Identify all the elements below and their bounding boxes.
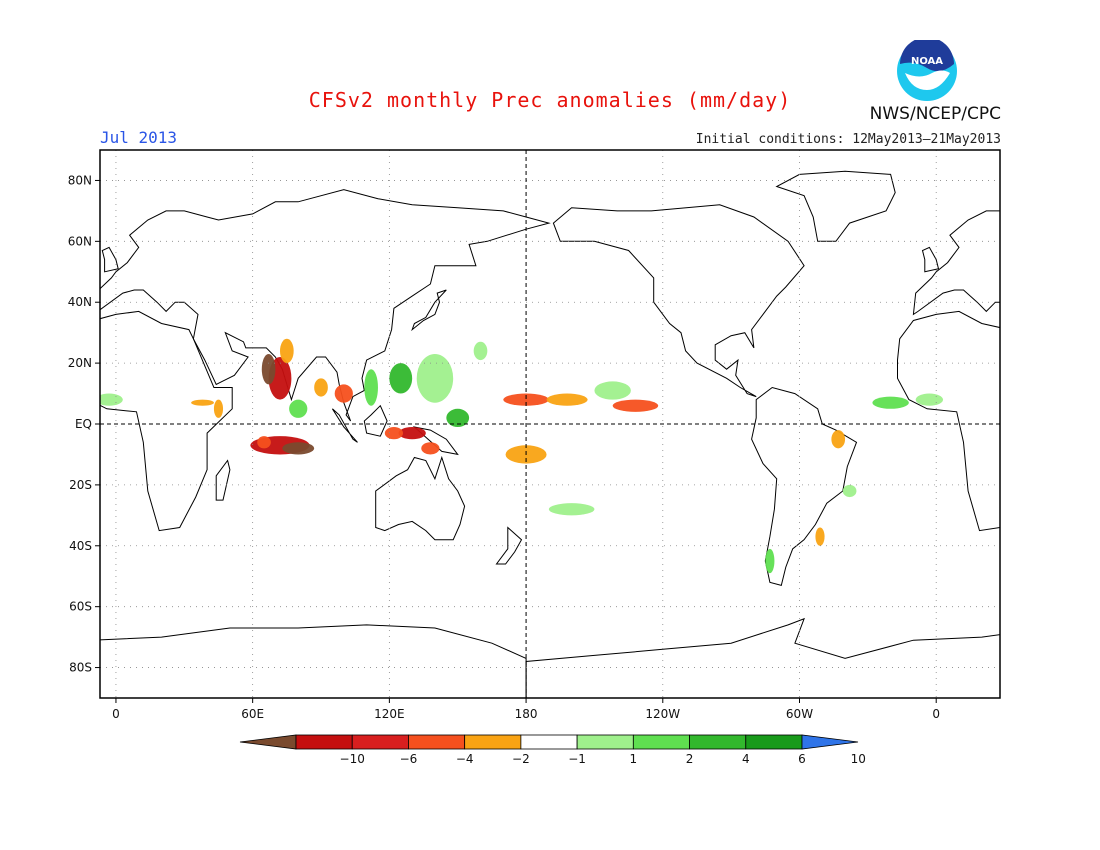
- colorbar-label: 2: [686, 752, 694, 766]
- lon-tick-label: 0: [112, 707, 120, 721]
- lat-tick-label: 20N: [68, 356, 92, 370]
- lon-tick-label: 120W: [645, 707, 680, 721]
- anomaly-region: [831, 430, 846, 449]
- anomaly-region: [503, 393, 549, 406]
- continent-north-america: [552, 204, 805, 398]
- anomaly-region: [100, 393, 123, 406]
- anomaly-region: [364, 369, 378, 406]
- colorbar-swatch: [295, 734, 353, 750]
- anomaly-region: [257, 436, 271, 449]
- continent-madagascar: [1037, 461, 1051, 501]
- continent-sumatra: [331, 408, 358, 443]
- continent-antarctica: [100, 624, 527, 698]
- lat-tick-label: 40N: [68, 295, 92, 309]
- lon-tick-label: 60E: [241, 707, 264, 721]
- colorbar-label: 6: [798, 752, 806, 766]
- anomaly-region: [416, 353, 454, 403]
- lon-tick-label: 0: [932, 707, 940, 721]
- continent-new-guinea: [412, 426, 459, 456]
- continent-madagascar: [215, 459, 231, 501]
- initial-conditions: Initial conditions: 12May2013–21May2013: [695, 132, 1001, 147]
- continent-australia: [375, 455, 466, 541]
- anomaly-region: [594, 381, 631, 400]
- continent-uk: [101, 246, 119, 273]
- anomaly-region: [398, 427, 426, 440]
- continent-south-america: [0, 388, 36, 586]
- colorbar-label: 4: [742, 752, 750, 766]
- lat-tick-label: EQ: [75, 417, 92, 431]
- colorbar-swatch: [520, 734, 578, 750]
- colorbar-label: 10: [851, 752, 866, 766]
- colorbar-label: −1: [568, 752, 586, 766]
- colorbar-label: −4: [456, 752, 474, 766]
- anomaly-region: [280, 338, 294, 364]
- colorbar-label: −10: [340, 752, 365, 766]
- anomaly-region: [191, 399, 214, 406]
- anomaly-region: [261, 353, 276, 385]
- anomaly-region: [384, 427, 404, 440]
- anomaly-region: [872, 396, 909, 409]
- colorbar-swatch: [745, 734, 803, 750]
- colorbar-swatch: [464, 734, 522, 750]
- continent-uk: [921, 246, 940, 273]
- anomaly-region: [421, 442, 440, 455]
- lon-tick-label: 60W: [786, 707, 813, 721]
- anomaly-region: [289, 399, 308, 418]
- lon-tick-label: 120E: [374, 707, 405, 721]
- colorbar-swatch: [576, 734, 634, 750]
- lat-tick-label: 80N: [68, 173, 92, 187]
- lat-tick-label: 80S: [69, 661, 92, 675]
- colorbar-label: 1: [630, 752, 638, 766]
- anomaly-region: [1034, 400, 1043, 418]
- forecast-month: Jul 2013: [100, 128, 178, 147]
- anomaly-region: [1011, 400, 1034, 406]
- anomaly-region: [334, 384, 353, 403]
- continent-new-zealand: [495, 526, 523, 565]
- anomaly-region: [815, 527, 825, 546]
- anomaly-region: [213, 399, 224, 418]
- anomaly-region: [548, 503, 595, 516]
- anomaly-region: [473, 341, 488, 361]
- colorbar-swatch: [408, 734, 466, 750]
- anomaly-region: [446, 408, 470, 428]
- colorbar-low-arrow: [239, 734, 297, 750]
- anomaly-region: [282, 442, 315, 455]
- anomaly-region: [314, 378, 328, 397]
- colorbar-label: −6: [400, 752, 418, 766]
- anomaly-region: [842, 484, 857, 498]
- anomaly-region: [612, 399, 659, 412]
- organization-label: NWS/NCEP/CPC: [869, 104, 1001, 124]
- continent-south-america: [751, 386, 858, 587]
- continent-africa: [100, 310, 233, 532]
- colorbar-high-arrow: [801, 734, 859, 750]
- anomaly-region: [765, 548, 775, 574]
- lat-tick-label: 20S: [69, 478, 92, 492]
- colorbar-swatch: [689, 734, 747, 750]
- anomaly-region: [546, 393, 588, 406]
- map-title: CFSv2 monthly Prec anomalies (mm/day): [308, 88, 792, 112]
- lon-tick-label: 180: [515, 707, 538, 721]
- continent-greenland: [0, 171, 75, 241]
- lat-tick-label: 60S: [69, 600, 92, 614]
- lat-tick-label: 60N: [68, 234, 92, 248]
- colorbar-swatch: [351, 734, 409, 750]
- anomaly-region: [915, 393, 944, 406]
- continent-eurasia: [100, 189, 551, 422]
- continent-africa: [897, 310, 1000, 532]
- continent-greenland: [775, 170, 896, 242]
- lat-tick-label: 40S: [69, 539, 92, 553]
- colorbar-label: −2: [512, 752, 530, 766]
- anomaly-region: [389, 363, 413, 394]
- continent-antarctica: [525, 617, 1000, 698]
- continent-japan: [411, 289, 447, 332]
- logo-text: NOAA: [911, 56, 943, 67]
- colorbar-swatch: [632, 734, 690, 750]
- continent-eurasia: [912, 210, 1000, 316]
- noaa-logo-icon: NOAA: [897, 40, 957, 101]
- continent-borneo: [363, 404, 388, 437]
